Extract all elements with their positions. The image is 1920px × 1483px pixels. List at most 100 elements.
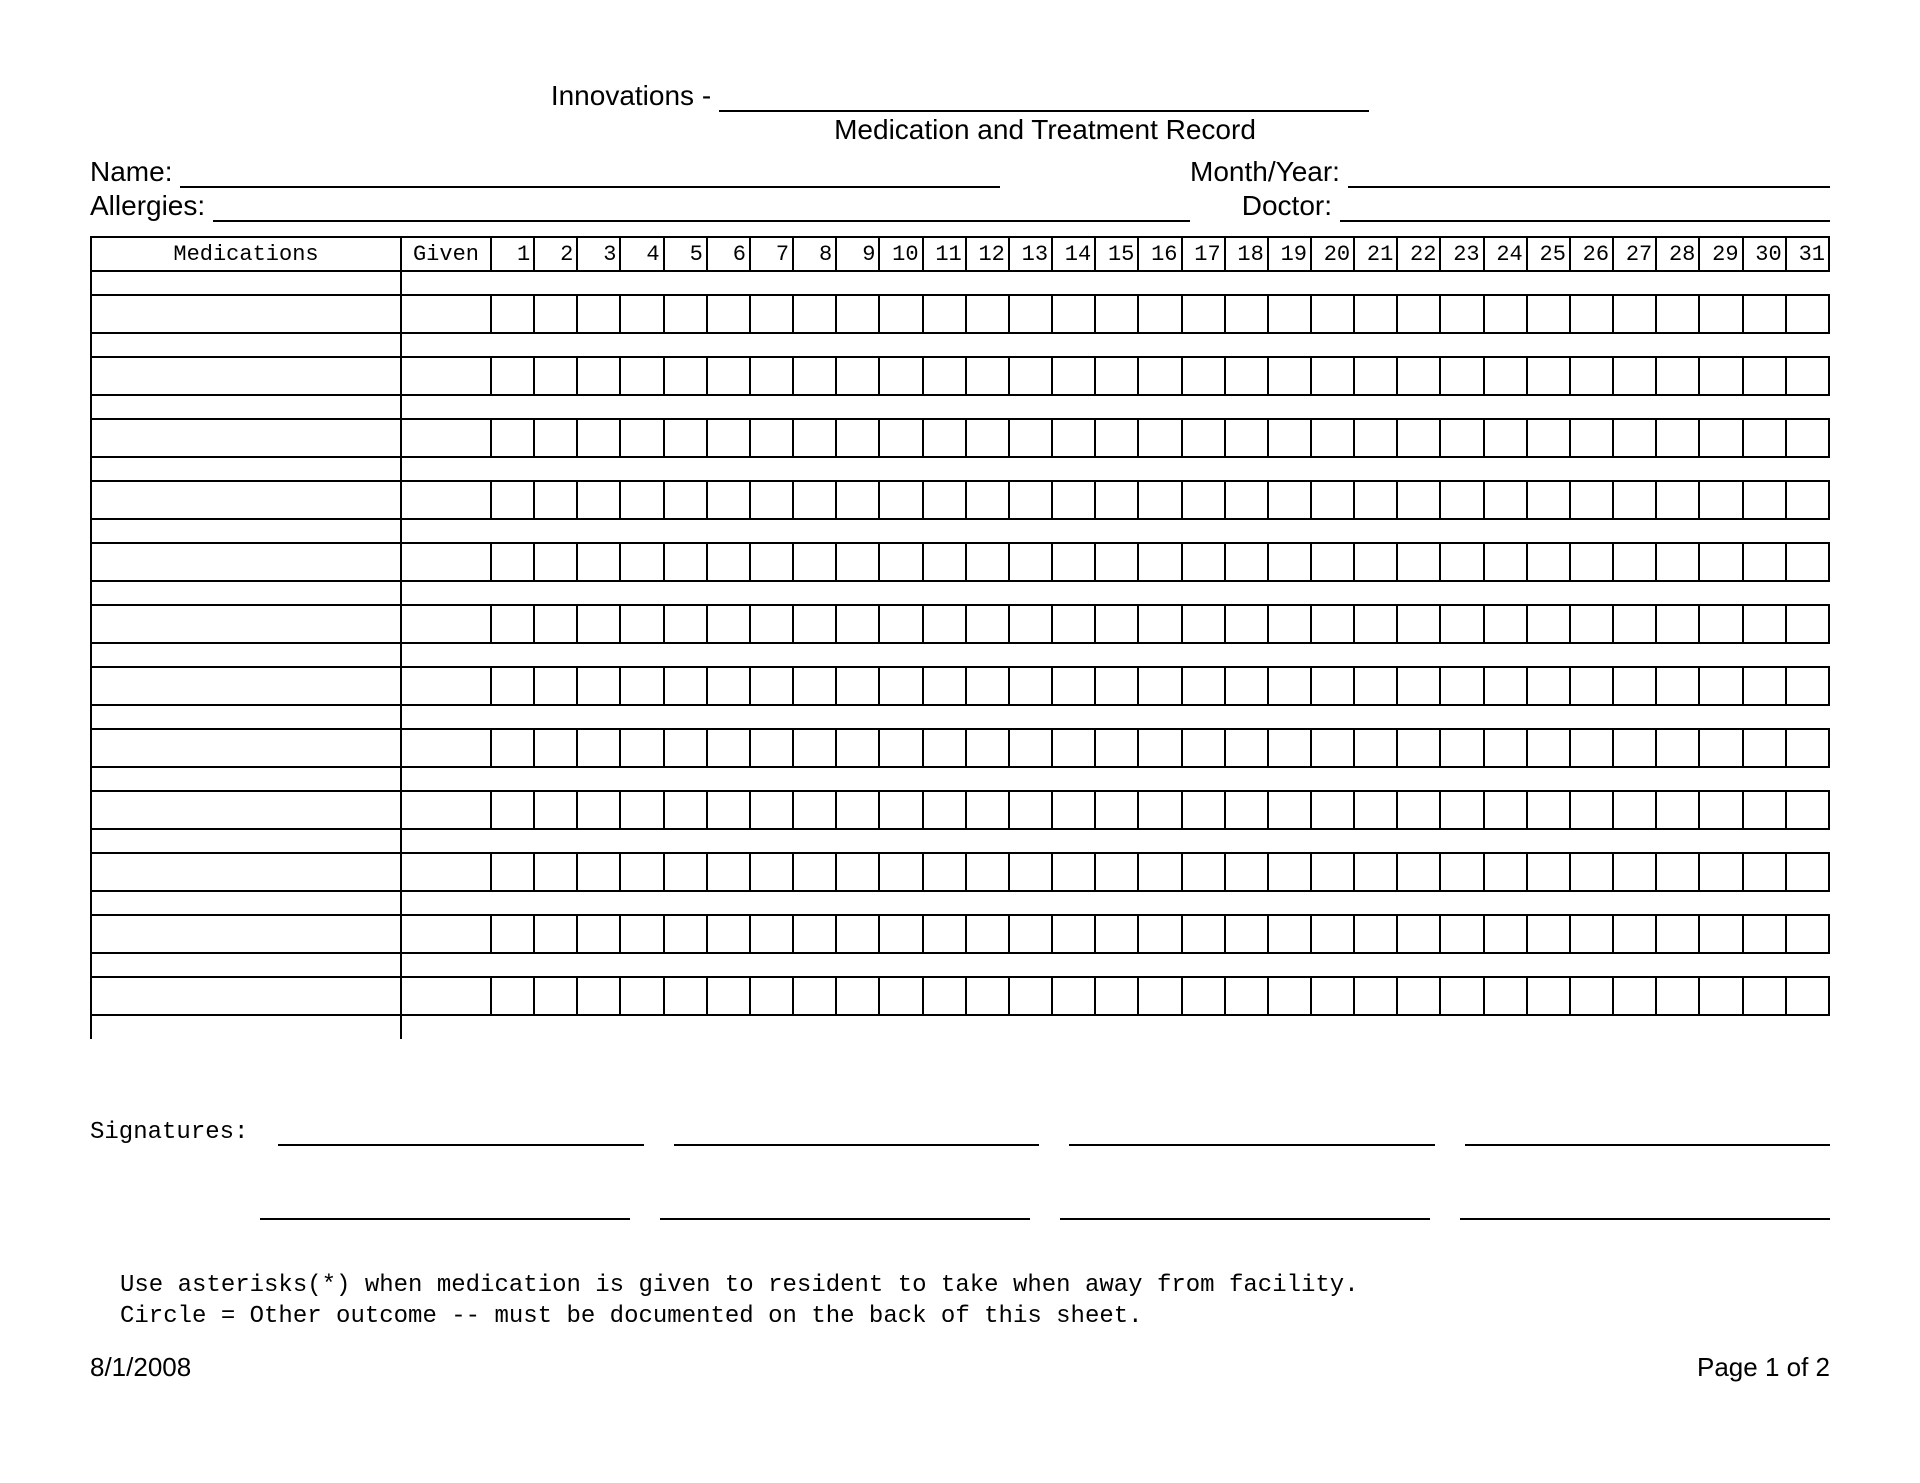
day-cell-19[interactable] [1268, 357, 1311, 395]
given-cell[interactable] [401, 915, 491, 953]
given-cell[interactable] [401, 791, 491, 829]
day-cell-31[interactable] [1786, 605, 1829, 643]
day-cell-17[interactable] [1182, 791, 1225, 829]
day-cell-10[interactable] [879, 977, 922, 1015]
day-cell-24[interactable] [1484, 977, 1527, 1015]
name-field[interactable] [180, 164, 1000, 188]
day-cell-24[interactable] [1484, 357, 1527, 395]
day-cell-8[interactable] [793, 977, 836, 1015]
day-cell-31[interactable] [1786, 729, 1829, 767]
day-cell-15[interactable] [1095, 853, 1138, 891]
day-cell-21[interactable] [1354, 791, 1397, 829]
given-cell[interactable] [401, 295, 491, 333]
day-cell-4[interactable] [620, 605, 663, 643]
day-cell-3[interactable] [577, 295, 620, 333]
day-cell-23[interactable] [1440, 605, 1483, 643]
given-cell[interactable] [401, 481, 491, 519]
day-cell-21[interactable] [1354, 915, 1397, 953]
day-cell-8[interactable] [793, 791, 836, 829]
day-cell-8[interactable] [793, 481, 836, 519]
day-cell-14[interactable] [1052, 481, 1095, 519]
day-cell-23[interactable] [1440, 481, 1483, 519]
day-cell-7[interactable] [750, 605, 793, 643]
day-cell-6[interactable] [707, 915, 750, 953]
day-cell-3[interactable] [577, 791, 620, 829]
day-cell-20[interactable] [1311, 357, 1354, 395]
day-cell-27[interactable] [1613, 543, 1656, 581]
day-cell-25[interactable] [1527, 977, 1570, 1015]
day-cell-8[interactable] [793, 729, 836, 767]
day-cell-21[interactable] [1354, 419, 1397, 457]
day-cell-12[interactable] [966, 667, 1009, 705]
day-cell-27[interactable] [1613, 977, 1656, 1015]
day-cell-24[interactable] [1484, 667, 1527, 705]
day-cell-8[interactable] [793, 853, 836, 891]
day-cell-2[interactable] [534, 605, 577, 643]
day-cell-4[interactable] [620, 729, 663, 767]
day-cell-8[interactable] [793, 667, 836, 705]
day-cell-7[interactable] [750, 791, 793, 829]
day-cell-5[interactable] [664, 729, 707, 767]
day-cell-20[interactable] [1311, 295, 1354, 333]
day-cell-8[interactable] [793, 605, 836, 643]
day-cell-24[interactable] [1484, 295, 1527, 333]
day-cell-12[interactable] [966, 295, 1009, 333]
day-cell-27[interactable] [1613, 915, 1656, 953]
day-cell-30[interactable] [1743, 419, 1786, 457]
day-cell-26[interactable] [1570, 481, 1613, 519]
day-cell-31[interactable] [1786, 295, 1829, 333]
day-cell-17[interactable] [1182, 667, 1225, 705]
day-cell-28[interactable] [1656, 915, 1699, 953]
day-cell-14[interactable] [1052, 419, 1095, 457]
day-cell-29[interactable] [1699, 295, 1742, 333]
day-cell-2[interactable] [534, 853, 577, 891]
day-cell-27[interactable] [1613, 481, 1656, 519]
day-cell-29[interactable] [1699, 853, 1742, 891]
day-cell-21[interactable] [1354, 853, 1397, 891]
day-cell-5[interactable] [664, 791, 707, 829]
day-cell-31[interactable] [1786, 357, 1829, 395]
day-cell-31[interactable] [1786, 915, 1829, 953]
day-cell-23[interactable] [1440, 915, 1483, 953]
day-cell-11[interactable] [923, 419, 966, 457]
day-cell-30[interactable] [1743, 791, 1786, 829]
day-cell-16[interactable] [1138, 419, 1181, 457]
day-cell-31[interactable] [1786, 667, 1829, 705]
day-cell-24[interactable] [1484, 791, 1527, 829]
day-cell-18[interactable] [1225, 915, 1268, 953]
day-cell-26[interactable] [1570, 915, 1613, 953]
day-cell-11[interactable] [923, 357, 966, 395]
medication-cell[interactable] [91, 915, 401, 953]
day-cell-7[interactable] [750, 419, 793, 457]
day-cell-7[interactable] [750, 543, 793, 581]
day-cell-22[interactable] [1397, 977, 1440, 1015]
day-cell-8[interactable] [793, 295, 836, 333]
day-cell-9[interactable] [836, 791, 879, 829]
given-cell[interactable] [401, 419, 491, 457]
day-cell-12[interactable] [966, 915, 1009, 953]
day-cell-29[interactable] [1699, 605, 1742, 643]
day-cell-2[interactable] [534, 791, 577, 829]
day-cell-1[interactable] [491, 605, 534, 643]
day-cell-15[interactable] [1095, 481, 1138, 519]
medication-cell[interactable] [91, 481, 401, 519]
day-cell-6[interactable] [707, 419, 750, 457]
day-cell-4[interactable] [620, 357, 663, 395]
day-cell-23[interactable] [1440, 667, 1483, 705]
day-cell-11[interactable] [923, 543, 966, 581]
day-cell-21[interactable] [1354, 357, 1397, 395]
day-cell-26[interactable] [1570, 543, 1613, 581]
day-cell-1[interactable] [491, 977, 534, 1015]
day-cell-5[interactable] [664, 543, 707, 581]
signature-field-3[interactable] [1069, 1122, 1434, 1146]
day-cell-24[interactable] [1484, 481, 1527, 519]
day-cell-21[interactable] [1354, 295, 1397, 333]
day-cell-14[interactable] [1052, 977, 1095, 1015]
day-cell-12[interactable] [966, 419, 1009, 457]
day-cell-27[interactable] [1613, 605, 1656, 643]
day-cell-16[interactable] [1138, 481, 1181, 519]
day-cell-13[interactable] [1009, 853, 1052, 891]
day-cell-11[interactable] [923, 791, 966, 829]
day-cell-24[interactable] [1484, 419, 1527, 457]
day-cell-7[interactable] [750, 667, 793, 705]
